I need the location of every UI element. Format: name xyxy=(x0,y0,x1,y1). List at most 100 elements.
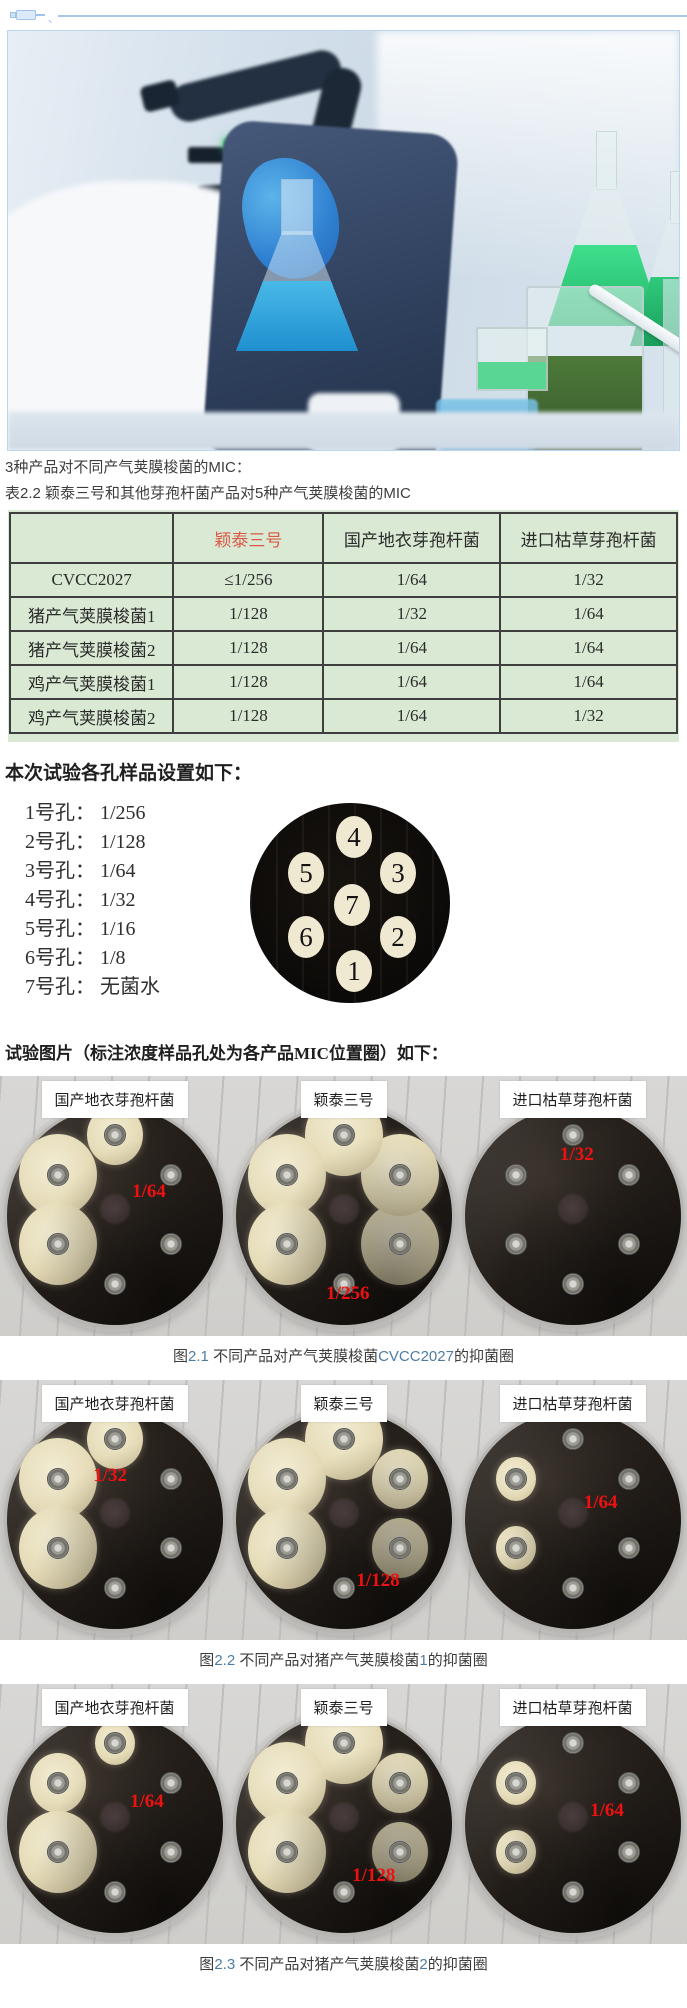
petri-dish-photo[interactable]: 国产地衣芽孢杆菌 1/64 颖泰三号 1/128 进口枯草芽孢杆菌 1/64 xyxy=(0,1684,687,1944)
cap-fig: 图 xyxy=(199,1956,215,1973)
sample-hole-3 xyxy=(388,1163,411,1186)
sample-hole-3 xyxy=(617,1771,640,1794)
lab-photo[interactable] xyxy=(7,30,680,451)
mic-value: 1/128 xyxy=(172,630,325,666)
dish-label: 国产地衣芽孢杆菌 xyxy=(41,1689,188,1726)
dish-1: 国产地衣芽孢杆菌 1/32 xyxy=(0,1380,229,1640)
center-hole xyxy=(99,1802,130,1833)
syringe-body xyxy=(16,10,36,20)
mic-row: 鸡产气荚膜梭菌2 1/128 1/64 1/32 xyxy=(8,698,678,734)
dish-label: 进口枯草芽孢杆菌 xyxy=(499,1081,646,1118)
figure-caption: 图2.1 不同产品对产气荚膜梭菌CVCC2027的抑菌圈 xyxy=(0,1336,687,1368)
petri-dish: 1/128 xyxy=(232,1702,455,1936)
center-hole xyxy=(99,1194,130,1225)
sample-hole-5 xyxy=(276,1771,299,1794)
figures-heading: 试验图片（标注浓度样品孔处为各产品MIC位置圈）如下： xyxy=(5,1044,448,1063)
hole-list-item: 6号孔： 1/8 xyxy=(25,947,126,969)
petri-dish: 1/32 xyxy=(3,1408,226,1632)
mic-value: 1/64 xyxy=(499,596,678,632)
sample-hole-1 xyxy=(103,1880,126,1903)
mic-value: 1/128 xyxy=(172,664,325,700)
figure-block: 国产地衣芽孢杆菌 1/64 颖泰三号 1/256 进口枯草芽孢杆菌 1/32 图2.1 不同… xyxy=(0,1076,687,1368)
mic-annotation: 1/128 xyxy=(356,1570,400,1592)
mic-annotation: 1/64 xyxy=(130,1791,164,1813)
sample-hole-6 xyxy=(47,1233,70,1256)
sample-hole-1 xyxy=(332,1880,355,1903)
mic-table: 颖泰三号 国产地衣芽孢杆菌 进口枯草芽孢杆菌 CVCC2027 ≤1/256 1/64 1/… xyxy=(8,510,679,742)
sample-hole-1 xyxy=(561,1272,584,1295)
sample-hole-4 xyxy=(332,1124,355,1147)
mic-table-grid: 颖泰三号 国产地衣芽孢杆菌 进口枯草芽孢杆菌 CVCC2027 ≤1/256 1/64 1/… xyxy=(8,512,678,734)
sample-hole-6 xyxy=(276,1537,299,1560)
mic-annotation: 1/256 xyxy=(326,1283,370,1305)
mic-annotation: 1/32 xyxy=(559,1143,594,1165)
cap-fig: 图 xyxy=(173,1348,189,1365)
well-hole-6: 6 xyxy=(288,916,324,958)
sample-hole-4 xyxy=(103,1732,126,1755)
mic-header: 国产地衣芽孢杆菌 xyxy=(322,512,502,564)
well-hole-3: 3 xyxy=(380,852,416,894)
sample-hole-5 xyxy=(47,1163,70,1186)
sample-hole-3 xyxy=(388,1467,411,1490)
petri-dish: 1/64 xyxy=(461,1712,684,1936)
dish-label: 颖泰三号 xyxy=(300,1689,387,1726)
sample-hole-6 xyxy=(505,1233,528,1256)
petri-dish: 1/256 xyxy=(232,1094,455,1328)
syringe-icon xyxy=(10,9,46,21)
sample-hole-6 xyxy=(505,1841,528,1864)
dish-1: 国产地衣芽孢杆菌 1/64 xyxy=(0,1076,229,1336)
mic-row: 猪产气荚膜梭菌1 1/128 1/32 1/64 xyxy=(8,596,678,632)
sample-hole-3 xyxy=(159,1771,182,1794)
figure-block: 国产地衣芽孢杆菌 1/32 颖泰三号 1/128 进口枯草芽孢杆菌 1/64 图2.2 不同… xyxy=(0,1380,687,1672)
cap-tail: 的抑菌圈 xyxy=(453,1348,514,1365)
sample-hole-4 xyxy=(103,1124,126,1147)
center-hole xyxy=(328,1802,359,1833)
petri-dish-photo[interactable]: 国产地衣芽孢杆菌 1/32 颖泰三号 1/128 进口枯草芽孢杆菌 1/64 xyxy=(0,1380,687,1640)
mic-annotation: 1/32 xyxy=(93,1465,128,1487)
center-hole xyxy=(99,1498,130,1529)
sample-hole-2 xyxy=(617,1841,640,1864)
well-hole-4: 4 xyxy=(336,816,372,858)
cap-body: 不同产品对猪产气荚膜梭菌 xyxy=(235,1956,420,1973)
center-hole xyxy=(328,1498,359,1529)
green-liquid xyxy=(478,362,546,389)
mic-value: 1/64 xyxy=(499,630,678,666)
petri-dish: 1/64 xyxy=(3,1712,226,1936)
cap-code: CVCC2027 xyxy=(378,1348,454,1365)
mic-annotation: 1/128 xyxy=(352,1865,396,1887)
dish-2: 颖泰三号 1/128 xyxy=(229,1684,458,1944)
dish-label: 进口枯草芽孢杆菌 xyxy=(499,1385,646,1422)
sample-hole-6 xyxy=(47,1841,70,1864)
mic-value: 1/64 xyxy=(322,698,502,734)
divider-mark: 、 xyxy=(48,13,59,25)
dish-label: 国产地衣芽孢杆菌 xyxy=(41,1385,188,1422)
sample-hole-1 xyxy=(332,1576,355,1599)
mic-header: 进口枯草芽孢杆菌 xyxy=(499,512,678,564)
sample-hole-6 xyxy=(276,1233,299,1256)
center-hole xyxy=(557,1802,588,1833)
cap-body: 不同产品对产气荚膜梭菌 xyxy=(208,1348,379,1365)
sample-hole-6 xyxy=(505,1537,528,1560)
dish-3: 进口枯草芽孢杆菌 1/32 xyxy=(458,1076,687,1336)
mic-row: 猪产气荚膜梭菌2 1/128 1/64 1/64 xyxy=(8,630,678,666)
cap-code: 2 xyxy=(419,1956,428,1973)
hole-list-item: 4号孔： 1/32 xyxy=(25,889,136,911)
sample-hole-3 xyxy=(617,1467,640,1490)
erlenmeyer-flask xyxy=(236,179,358,351)
well-hole-5: 5 xyxy=(288,852,324,894)
flask-neck xyxy=(596,131,617,190)
dish-1: 国产地衣芽孢杆菌 1/64 xyxy=(0,1684,229,1944)
sample-hole-5 xyxy=(276,1467,299,1490)
petri-dish: 1/128 xyxy=(232,1398,455,1632)
cap-body: 不同产品对猪产气荚膜梭菌 xyxy=(235,1652,420,1669)
well-hole-2: 2 xyxy=(380,916,416,958)
cap-tail: 的抑菌圈 xyxy=(427,1956,488,1973)
sample-hole-4 xyxy=(561,1732,584,1755)
sample-hole-3 xyxy=(159,1467,182,1490)
sample-hole-6 xyxy=(276,1841,299,1864)
petri-dish-photo[interactable]: 国产地衣芽孢杆菌 1/64 颖泰三号 1/256 进口枯草芽孢杆菌 1/32 xyxy=(0,1076,687,1336)
hole-setup-heading: 本次试验各孔样品设置如下： xyxy=(5,763,253,784)
mic-value: 1/64 xyxy=(322,664,502,700)
mic-header: 颖泰三号 xyxy=(172,512,325,564)
